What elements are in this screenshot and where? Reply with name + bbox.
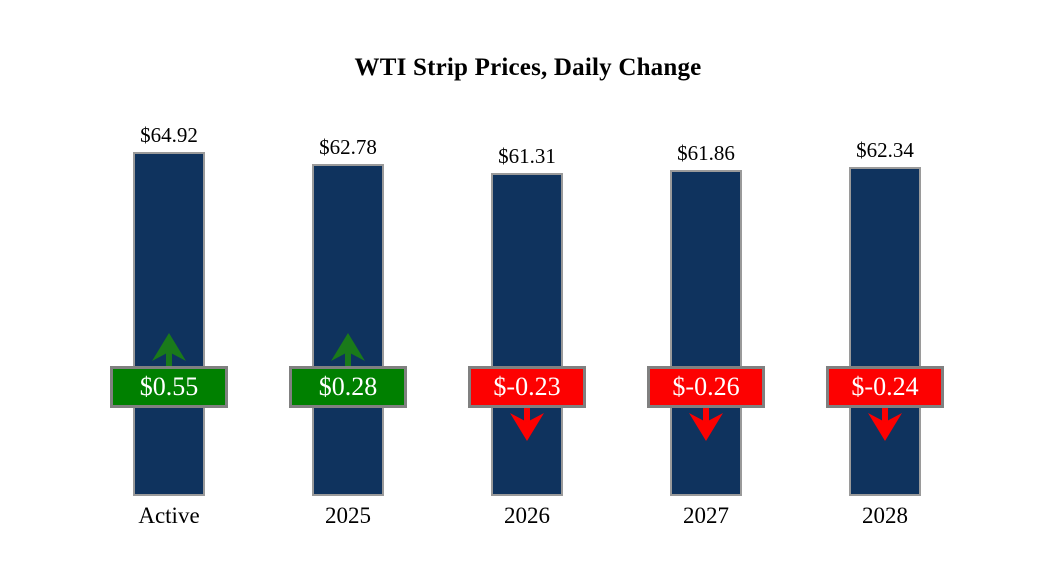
category-label: 2027 [683, 503, 729, 528]
change-badge: $-0.26 [647, 366, 765, 408]
down-arrow-icon [689, 407, 723, 441]
price-bar [133, 152, 205, 496]
price-label: $62.34 [856, 138, 914, 162]
category-label: 2025 [325, 503, 371, 528]
price-bar [312, 164, 384, 496]
up-arrow-icon [152, 333, 186, 367]
down-arrow-icon [510, 407, 544, 441]
price-label: $64.92 [140, 123, 198, 147]
up-arrow-icon [331, 333, 365, 367]
category-label: 2026 [504, 503, 550, 528]
price-label: $62.78 [319, 135, 377, 160]
down-arrow-icon [868, 407, 902, 441]
change-badge: $0.28 [289, 366, 407, 408]
change-badge: $0.55 [110, 366, 228, 408]
price-bar [670, 169, 742, 496]
category-label: 2028 [862, 503, 908, 528]
price-label: $61.31 [498, 144, 556, 168]
chart-title: WTI Strip Prices, Daily Change [354, 54, 702, 81]
price-bar [491, 173, 563, 496]
category-label: Active [138, 503, 200, 528]
price-label: $61.86 [677, 140, 735, 165]
change-badge: $-0.23 [468, 366, 586, 408]
change-badge: $-0.24 [826, 366, 944, 408]
price-bar [849, 167, 921, 496]
